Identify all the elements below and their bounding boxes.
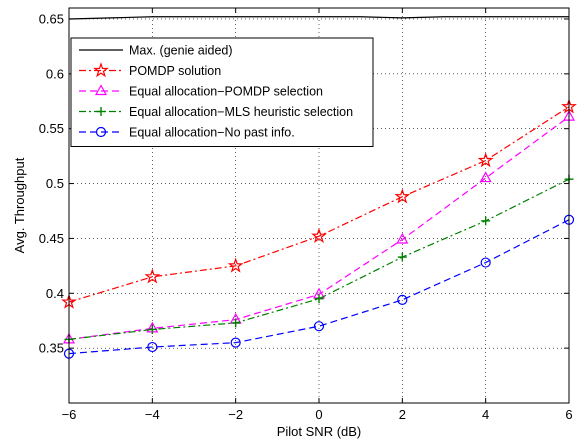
y-tick-label: 0.6 (46, 66, 64, 81)
x-tick-label: −4 (145, 407, 160, 422)
x-axis-label: Pilot SNR (dB) (277, 424, 362, 439)
x-tick-label: 0 (315, 407, 322, 422)
x-tick-label: −6 (62, 407, 77, 422)
legend-label: Equal allocation−POMDP selection (129, 85, 323, 99)
data-point (311, 227, 327, 243)
series-line (68, 219, 570, 355)
data-point (394, 188, 411, 204)
data-point (397, 294, 408, 305)
axis-ticks: −6 −4 −2 0 2 4 6 0.35 0.4 0.45 0.5 0.55 0.6 0.65 (39, 8, 573, 422)
data-point (147, 341, 158, 353)
legend-label: Max. (genie aided) (129, 44, 233, 58)
y-tick-label: 0.4 (46, 286, 64, 301)
legend-item: Equal allocation−POMDP selection (79, 84, 323, 99)
legend-marker (96, 107, 106, 116)
legend: Max. (genie aided) POMDP solution Equal al… (70, 37, 374, 147)
y-tick-label: 0.35 (39, 341, 64, 356)
legend-box (70, 37, 374, 147)
series-0 (68, 16, 569, 20)
legend-marker (93, 62, 109, 78)
data-point (147, 324, 157, 334)
x-tick-label: 2 (399, 407, 406, 422)
data-point (231, 318, 241, 328)
y-tick-label: 0.55 (39, 121, 64, 136)
grid (69, 8, 569, 403)
legend-item: POMDP solution (79, 62, 221, 78)
legend-label: POMDP solution (129, 64, 221, 78)
data-point (397, 252, 407, 262)
y-tick-label: 0.45 (39, 231, 64, 246)
data-point (481, 216, 491, 226)
legend-marker (95, 126, 107, 138)
legend-item: Max. (genie aided) (79, 44, 233, 58)
series-line (68, 16, 569, 20)
data-point (396, 232, 409, 244)
legend-marker (94, 84, 108, 96)
data-point (480, 257, 491, 268)
x-tick-label: 6 (565, 407, 572, 422)
data-point (477, 152, 494, 168)
data-point (230, 337, 241, 348)
legend-item: Equal allocation−MLS heuristic selection (79, 105, 353, 119)
y-tick-label: 0.65 (39, 11, 64, 26)
x-tick-label: 4 (482, 407, 489, 422)
legend-item: Equal allocation−No past info. (79, 126, 295, 140)
series-line (68, 106, 570, 303)
y-axis-label: Avg. Throughput (12, 157, 27, 253)
data-point (314, 294, 324, 304)
y-tick-label: 0.5 (46, 176, 64, 191)
data-point (479, 171, 492, 183)
data-point (144, 268, 161, 284)
legend-label: Equal allocation−No past info. (129, 126, 295, 140)
x-tick-label: −2 (228, 407, 243, 422)
legend-label: Equal allocation−MLS heuristic selection (129, 105, 353, 119)
data-point (313, 321, 325, 332)
data-point (227, 257, 244, 273)
